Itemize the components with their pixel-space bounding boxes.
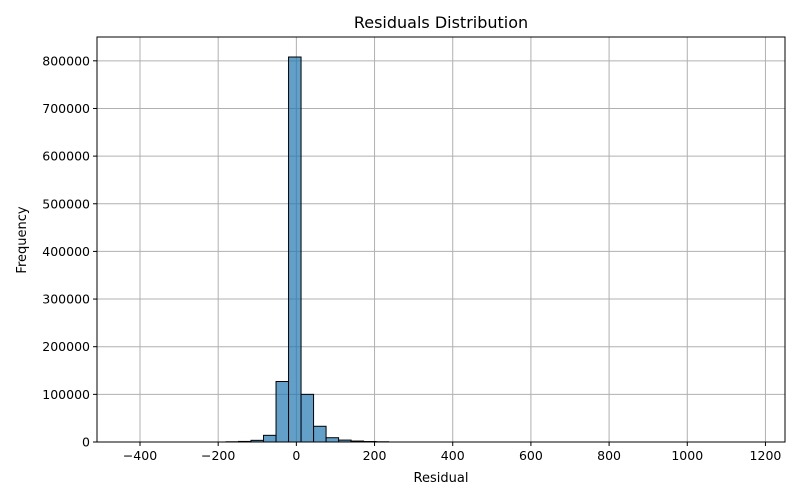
x-axis-ticks: −400 −200 0 200 400 600 800 1000 1200 bbox=[123, 442, 782, 463]
grid bbox=[97, 37, 785, 443]
histogram-bar bbox=[275, 380, 290, 443]
y-tick-label: 800000 bbox=[42, 53, 90, 68]
y-axis-ticks: 0 100000 200000 300000 400000 500000 600000 700… bbox=[42, 53, 97, 450]
histogram-bar bbox=[263, 434, 277, 443]
x-axis-label: Residual bbox=[414, 471, 469, 486]
x-tick-label: 200 bbox=[363, 448, 387, 463]
x-tick-label: 1200 bbox=[750, 448, 782, 463]
y-tick-label: 500000 bbox=[42, 196, 90, 211]
chart-title: Residuals Distribution bbox=[354, 13, 528, 32]
y-axis-label: Frequency bbox=[15, 206, 30, 273]
histogram-bar bbox=[288, 56, 302, 443]
histogram-bars bbox=[225, 56, 390, 443]
y-tick-label: 200000 bbox=[42, 339, 90, 354]
y-tick-label: 300000 bbox=[42, 292, 90, 307]
x-tick-label: 1000 bbox=[671, 448, 703, 463]
histogram-bar bbox=[300, 393, 315, 443]
x-tick-label: 800 bbox=[597, 448, 621, 463]
y-tick-label: 400000 bbox=[42, 244, 90, 259]
x-tick-label: 400 bbox=[441, 448, 465, 463]
y-tick-label: 700000 bbox=[42, 101, 90, 116]
x-tick-label: 600 bbox=[519, 448, 543, 463]
histogram-bar bbox=[325, 437, 340, 443]
x-tick-label: 0 bbox=[292, 448, 300, 463]
y-tick-label: 600000 bbox=[42, 149, 90, 164]
x-tick-label: −200 bbox=[201, 448, 235, 463]
x-tick-label: −400 bbox=[123, 448, 157, 463]
y-tick-label: 0 bbox=[82, 435, 90, 450]
y-tick-label: 100000 bbox=[42, 387, 90, 402]
histogram-bar bbox=[313, 425, 327, 443]
plot-frame bbox=[96, 36, 786, 443]
